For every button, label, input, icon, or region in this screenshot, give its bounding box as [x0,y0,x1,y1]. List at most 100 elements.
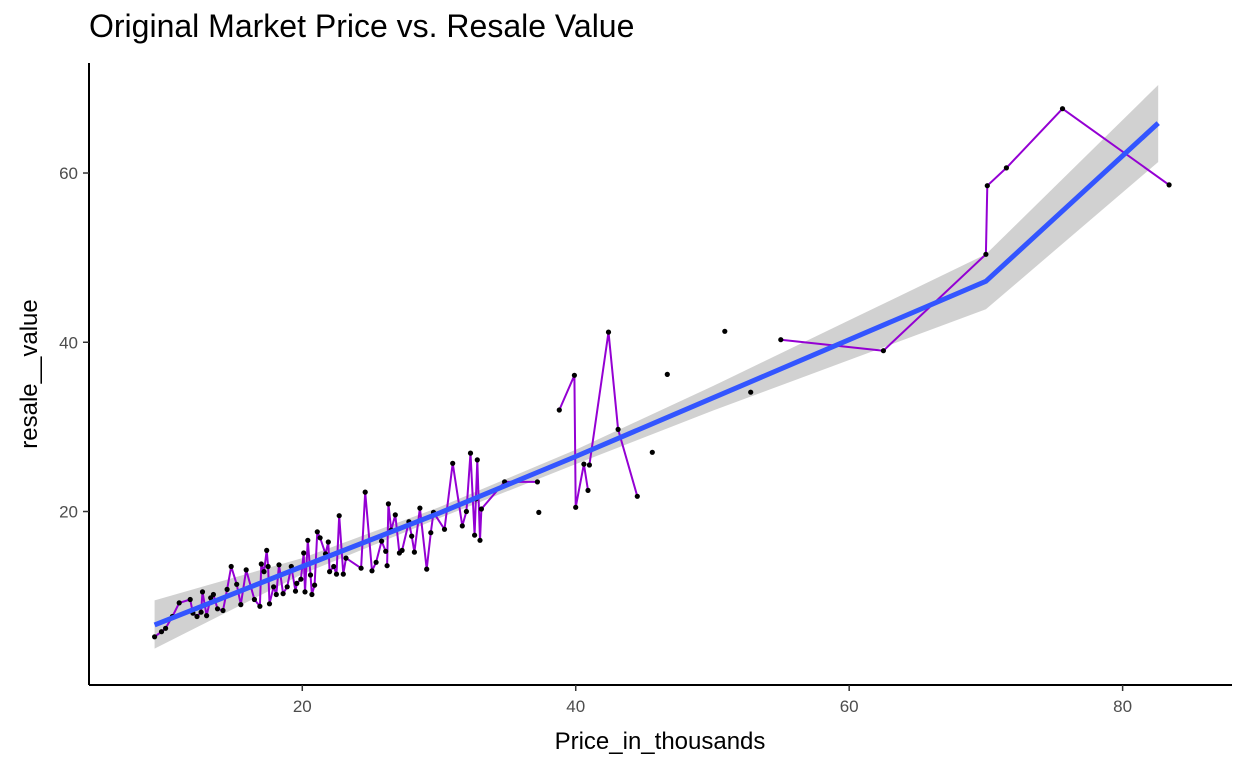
data-point [450,460,456,466]
data-point [276,562,282,568]
confidence-band [154,85,1159,649]
data-point [581,461,587,467]
data-point [384,563,390,569]
data-point [152,634,158,640]
data-point [266,601,273,607]
data-point [409,533,415,539]
regression-line-layer [153,121,1160,628]
data-point [210,591,216,598]
chart-title: Original Market Price vs. Resale Value [89,8,635,44]
x-tick-label: 40 [566,697,585,716]
data-point [292,588,299,594]
data-point [362,489,368,495]
data-point [649,449,655,455]
data-point [748,389,754,395]
data-point [467,450,474,456]
data-point [214,606,221,612]
connecting-path-layer [154,107,1170,638]
data-point [358,565,364,571]
data-point [880,348,887,354]
data-point [340,571,346,577]
data-point [327,569,333,575]
y-axis-title: resale__value [16,299,43,448]
data-point [1059,106,1066,112]
data-point [238,602,244,608]
data-point [573,504,579,510]
data-point [605,329,612,335]
data-point [302,589,308,595]
data-point [379,538,385,544]
data-point [199,589,206,595]
data-point [984,183,990,189]
data-point [1166,182,1172,188]
data-point [312,582,318,588]
point-layer [152,106,1172,640]
data-point [722,328,728,334]
data-point [284,584,290,590]
x-tick-layer: 20 40 60 80 [293,685,1132,716]
data-point [271,584,277,590]
data-point [204,613,210,619]
data-point [194,613,200,620]
data-point [534,479,541,485]
data-point [424,566,430,572]
data-point [294,580,300,587]
y-tick-layer: 20 40 60 [59,164,89,522]
data-point [615,426,621,432]
data-point [261,569,267,575]
data-point [264,547,270,554]
data-point [459,523,465,529]
y-tick-label: 40 [59,333,78,352]
data-point [586,462,593,468]
data-point [411,549,417,555]
data-point [428,530,434,536]
data-point [474,457,480,463]
data-point [251,596,257,603]
data-point [163,625,169,631]
data-point [307,572,314,578]
data-point [417,505,423,511]
data-point [228,563,234,570]
data-point [1003,165,1010,171]
data-point [383,548,389,554]
data-point [463,508,469,515]
data-point [664,371,670,377]
x-tick-label: 20 [293,697,312,716]
data-point [243,567,249,573]
data-point [373,559,379,565]
data-point [314,529,320,535]
data-point [301,550,307,556]
confidence-band-layer [154,85,1159,649]
data-point [176,600,182,606]
data-point [399,547,405,554]
data-point [224,586,230,593]
data-point [220,607,226,614]
data-point [305,537,311,543]
x-axis-title: Price_in_thousands [555,728,766,755]
data-point [234,581,240,587]
data-point [477,537,483,543]
data-point [536,509,542,515]
data-point [265,563,271,570]
data-point [198,609,204,615]
data-point [983,251,989,257]
data-point [778,337,784,343]
data-point [317,535,323,541]
data-point [158,629,165,635]
data-point [187,596,193,603]
data-point [385,501,391,507]
data-point [325,539,331,545]
data-point [571,372,578,378]
data-point [257,603,263,609]
x-tick-label: 80 [1113,697,1132,716]
y-tick-label: 60 [59,164,78,183]
x-tick-label: 60 [840,697,859,716]
y-tick-label: 20 [59,503,78,522]
data-point [336,513,342,519]
data-point [585,487,591,493]
data-point [634,493,640,499]
data-point [343,555,349,561]
connecting-path [154,107,1170,638]
data-point [333,571,340,577]
